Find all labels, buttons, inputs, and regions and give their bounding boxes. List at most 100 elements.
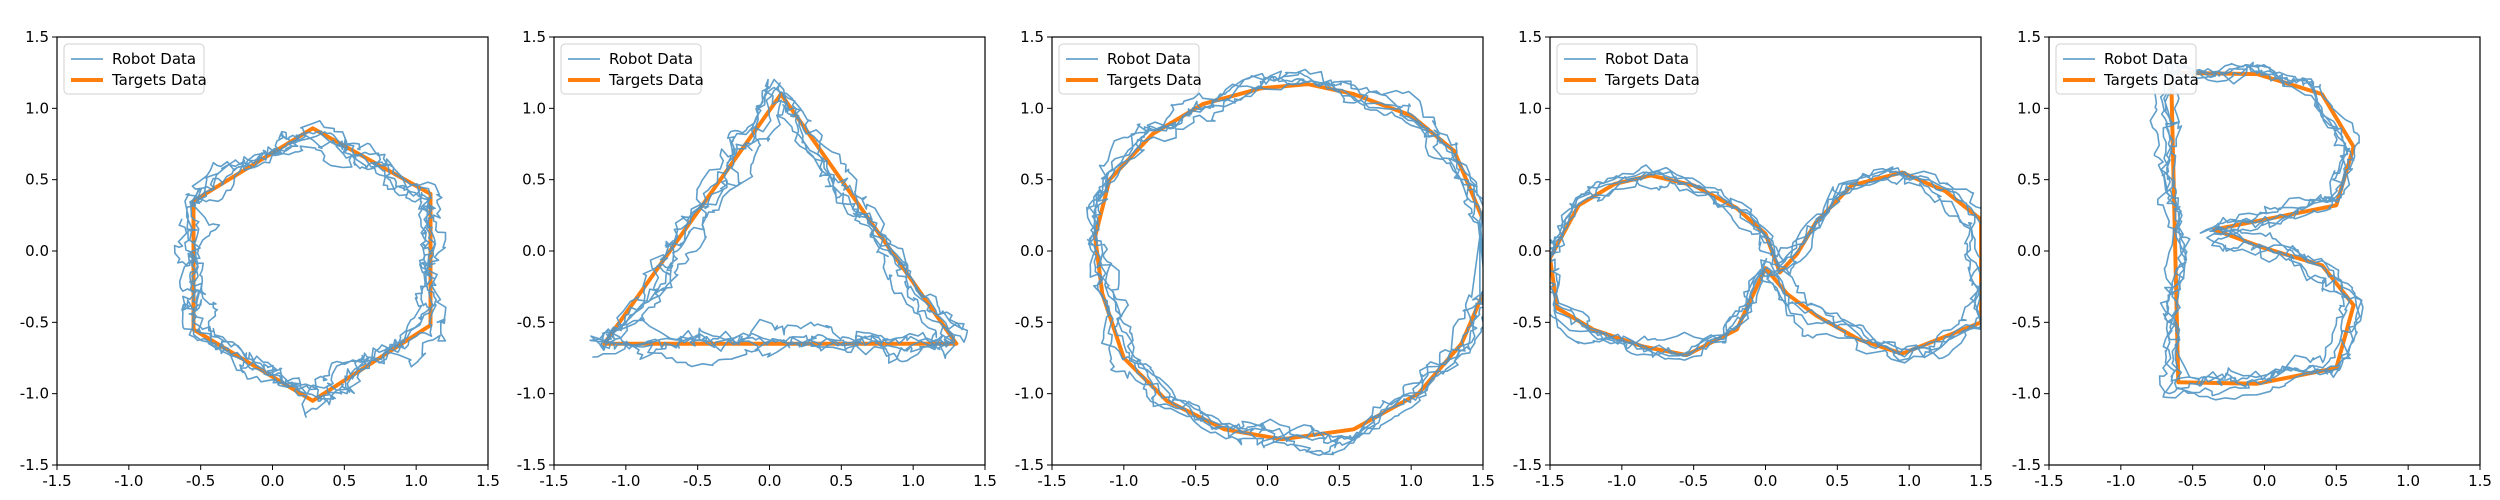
y-tick-label: -1.0 (20, 385, 49, 403)
y-tick-label: -1.0 (2012, 385, 2041, 403)
legend-robot-label: Robot Data (1605, 50, 1689, 68)
y-tick-label: 1.5 (25, 28, 49, 46)
legend-robot-label: Robot Data (2104, 50, 2188, 68)
chart-panel-5: -1.5 -1.0 -0.5 0.0 0.5 1.0 1.5 -1.5 -1.0 -0.5 0.0 0… (2012, 28, 2492, 490)
y-tick-label: 1.5 (1020, 28, 1044, 46)
legend: Robot Data Targets Data (2055, 43, 2199, 95)
y-tick-label: -1.5 (1015, 456, 1044, 474)
x-tick-label: 1.0 (1399, 472, 1423, 490)
x-tick-label: -1.0 (611, 472, 640, 490)
legend: Robot Data Targets Data (560, 43, 704, 95)
plot-area (1086, 68, 1483, 457)
y-tick-label: 1.0 (1020, 99, 1044, 117)
legend-robot-label: Robot Data (112, 50, 196, 68)
x-tick-label: 0.0 (261, 472, 285, 490)
x-tick-label: 1.0 (2396, 472, 2420, 490)
y-tick-label: 0.0 (1020, 242, 1044, 260)
y-tick-label: 0.0 (25, 242, 49, 260)
x-tick-label: 0.0 (2253, 472, 2277, 490)
y-tick-label: 1.0 (1518, 99, 1542, 117)
x-tick-label: -1.5 (2034, 472, 2063, 490)
y-tick-label: 1.0 (25, 99, 49, 117)
robot-data-line (173, 120, 447, 418)
targets-data-line (602, 92, 959, 346)
x-tick-label: 1.0 (1897, 472, 1921, 490)
legend-targets-label: Targets Data (608, 71, 704, 89)
robot-data-line (2149, 51, 2364, 401)
axes-frame (553, 36, 986, 466)
y-tick-label: 0.0 (1518, 242, 1542, 260)
y-tick-label: -0.5 (1513, 313, 1542, 331)
y-tick-label: 0.5 (25, 171, 49, 189)
robot-data-line (1550, 164, 1981, 364)
x-tick-label: -1.0 (1109, 472, 1138, 490)
y-tick-label: 1.5 (522, 28, 546, 46)
y-tick-label: 0.5 (2017, 171, 2041, 189)
x-tick-label: 0.5 (332, 472, 356, 490)
legend-robot-label: Robot Data (609, 50, 693, 68)
x-tick-label: 1.0 (901, 472, 925, 490)
y-tick-label: -1.5 (20, 456, 49, 474)
legend: Robot Data Targets Data (63, 43, 207, 95)
chart-panel-2: -1.5 -1.0 -0.5 0.0 0.5 1.0 1.5 -1.5 -1.0 -0.5 0.0 0… (517, 28, 997, 490)
x-tick-label: 0.0 (1256, 472, 1280, 490)
x-tick-label: 1.5 (2468, 472, 2492, 490)
y-tick-label: -0.5 (20, 313, 49, 331)
x-tick-label: -1.5 (539, 472, 568, 490)
chart-panel-4: -1.5 -1.0 -0.5 0.0 0.5 1.0 1.5 -1.5 -1.0 -0.5 0.0 0… (1513, 28, 1993, 490)
y-tick-label: 1.5 (1518, 28, 1542, 46)
x-tick-label: 1.0 (404, 472, 428, 490)
x-tick-label: -1.5 (1037, 472, 1066, 490)
x-tick-label: -0.5 (2178, 472, 2207, 490)
x-tick-label: -1.0 (2106, 472, 2135, 490)
y-tick-label: -1.0 (1513, 385, 1542, 403)
y-tick-label: 0.5 (522, 171, 546, 189)
x-tick-label: 0.0 (1754, 472, 1778, 490)
y-tick-label: 1.5 (2017, 28, 2041, 46)
x-tick-label: -0.5 (683, 472, 712, 490)
x-tick-label: 0.5 (2324, 472, 2348, 490)
x-tick-label: 1.5 (1471, 472, 1495, 490)
x-tick-label: -0.5 (1679, 472, 1708, 490)
y-tick-label: -0.5 (2012, 313, 2041, 331)
y-tick-label: 0.0 (2017, 242, 2041, 260)
x-tick-label: -0.5 (1181, 472, 1210, 490)
x-tick-label: 1.5 (973, 472, 997, 490)
legend-targets-label: Targets Data (2103, 71, 2199, 89)
robot-data-line (589, 78, 969, 368)
y-tick-label: -1.5 (1513, 456, 1542, 474)
y-tick-label: -1.0 (1015, 385, 1044, 403)
legend: Robot Data Targets Data (1556, 43, 1700, 95)
x-tick-label: 0.5 (1825, 472, 1849, 490)
x-tick-label: -1.0 (1607, 472, 1636, 490)
x-tick-label: -1.5 (42, 472, 71, 490)
x-tick-label: 0.5 (829, 472, 853, 490)
y-tick-label: -1.5 (2012, 456, 2041, 474)
targets-data-line (2169, 70, 2356, 386)
chart-panel-1: -1.5 -1.0 -0.5 0.0 0.5 1.0 1.5 -1.5 -1.0 -0.5 0.0 0… (20, 28, 500, 490)
legend-targets-label: Targets Data (1604, 71, 1700, 89)
plot-area (589, 78, 969, 368)
x-tick-label: -1.0 (114, 472, 143, 490)
robot-data-line (1086, 68, 1483, 457)
y-tick-label: 1.0 (2017, 99, 2041, 117)
x-tick-label: -0.5 (186, 472, 215, 490)
y-tick-label: 0.0 (522, 242, 546, 260)
y-tick-label: 1.0 (522, 99, 546, 117)
plot-area (173, 120, 447, 418)
plot-area (2149, 51, 2364, 401)
legend-targets-label: Targets Data (1106, 71, 1202, 89)
x-tick-label: 1.5 (476, 472, 500, 490)
y-tick-label: -0.5 (1015, 313, 1044, 331)
chart-panel-3: -1.5 -1.0 -0.5 0.0 0.5 1.0 1.5 -1.5 -1.0 -0.5 0.0 0… (1015, 28, 1495, 490)
x-tick-label: -1.5 (1535, 472, 1564, 490)
legend-robot-label: Robot Data (1107, 50, 1191, 68)
legend-targets-label: Targets Data (111, 71, 207, 89)
y-tick-label: 0.5 (1020, 171, 1044, 189)
targets-data-line (1550, 170, 1981, 358)
y-tick-label: -1.5 (517, 456, 546, 474)
x-tick-label: 0.0 (758, 472, 782, 490)
y-tick-label: 0.5 (1518, 171, 1542, 189)
y-tick-label: -1.0 (517, 385, 546, 403)
